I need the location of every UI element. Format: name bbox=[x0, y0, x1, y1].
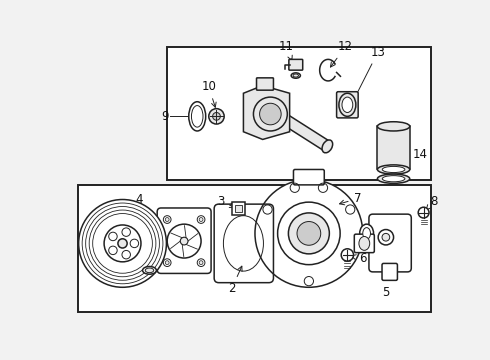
FancyBboxPatch shape bbox=[369, 214, 411, 272]
FancyBboxPatch shape bbox=[294, 170, 324, 185]
FancyBboxPatch shape bbox=[337, 92, 358, 118]
Circle shape bbox=[260, 103, 281, 125]
Ellipse shape bbox=[363, 228, 370, 239]
FancyBboxPatch shape bbox=[354, 234, 374, 253]
Ellipse shape bbox=[377, 122, 410, 131]
FancyBboxPatch shape bbox=[289, 59, 303, 70]
Circle shape bbox=[118, 239, 127, 248]
Circle shape bbox=[297, 221, 321, 245]
Ellipse shape bbox=[251, 99, 270, 129]
Ellipse shape bbox=[293, 74, 298, 77]
Circle shape bbox=[213, 112, 220, 120]
Circle shape bbox=[289, 213, 329, 254]
Circle shape bbox=[167, 224, 201, 258]
Ellipse shape bbox=[246, 93, 275, 135]
Text: 3: 3 bbox=[217, 194, 235, 208]
Circle shape bbox=[199, 217, 203, 221]
Circle shape bbox=[209, 109, 224, 124]
Ellipse shape bbox=[189, 102, 206, 131]
Text: 10: 10 bbox=[201, 80, 216, 107]
Circle shape bbox=[418, 207, 429, 218]
Circle shape bbox=[378, 230, 393, 245]
Text: 8: 8 bbox=[426, 194, 438, 210]
Text: 2: 2 bbox=[228, 266, 242, 295]
Text: 9: 9 bbox=[161, 110, 169, 123]
Circle shape bbox=[199, 261, 203, 265]
Circle shape bbox=[197, 259, 205, 266]
Bar bbox=[235, 205, 242, 212]
Ellipse shape bbox=[382, 166, 405, 172]
Circle shape bbox=[253, 97, 287, 131]
Text: 5: 5 bbox=[382, 272, 391, 299]
Ellipse shape bbox=[377, 174, 410, 183]
Ellipse shape bbox=[342, 97, 353, 112]
Ellipse shape bbox=[382, 176, 405, 182]
FancyBboxPatch shape bbox=[157, 208, 211, 274]
Circle shape bbox=[163, 216, 171, 223]
Text: 1: 1 bbox=[76, 237, 84, 250]
Circle shape bbox=[163, 259, 171, 266]
Circle shape bbox=[255, 180, 363, 287]
Ellipse shape bbox=[145, 268, 154, 273]
Bar bbox=[77, 185, 432, 312]
Ellipse shape bbox=[360, 224, 373, 243]
Polygon shape bbox=[282, 115, 330, 151]
Circle shape bbox=[382, 233, 390, 241]
Polygon shape bbox=[377, 126, 410, 170]
Circle shape bbox=[341, 249, 354, 261]
Circle shape bbox=[165, 261, 169, 265]
Text: 6: 6 bbox=[351, 252, 367, 265]
FancyBboxPatch shape bbox=[257, 78, 273, 90]
Text: 14: 14 bbox=[397, 148, 428, 165]
Text: 12: 12 bbox=[330, 40, 353, 67]
Text: 11: 11 bbox=[278, 40, 294, 60]
Ellipse shape bbox=[339, 93, 356, 116]
Ellipse shape bbox=[143, 266, 156, 274]
Circle shape bbox=[180, 237, 188, 245]
Circle shape bbox=[278, 202, 340, 265]
Ellipse shape bbox=[377, 165, 410, 174]
Bar bbox=[168, 48, 432, 180]
Circle shape bbox=[104, 225, 141, 262]
Ellipse shape bbox=[359, 237, 369, 250]
Bar bbox=[232, 202, 245, 215]
Circle shape bbox=[165, 217, 169, 221]
Polygon shape bbox=[244, 86, 290, 139]
Text: 13: 13 bbox=[353, 46, 385, 102]
Text: 7: 7 bbox=[340, 192, 361, 205]
Ellipse shape bbox=[192, 105, 203, 127]
FancyBboxPatch shape bbox=[382, 264, 397, 280]
Ellipse shape bbox=[322, 140, 333, 153]
Circle shape bbox=[78, 199, 167, 287]
Ellipse shape bbox=[291, 73, 300, 78]
Circle shape bbox=[197, 216, 205, 223]
Text: 4: 4 bbox=[125, 193, 143, 217]
